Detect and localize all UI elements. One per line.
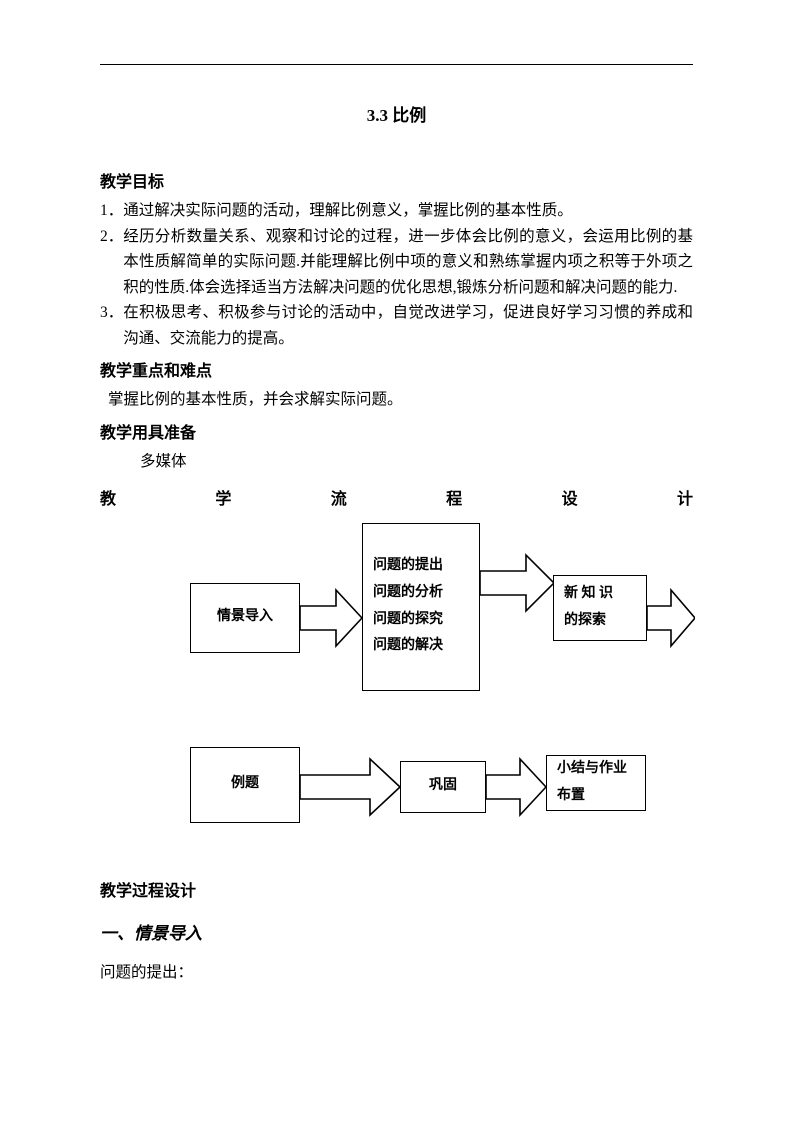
flow-node-line: 问题的解决: [373, 633, 469, 660]
flow-node-example: 例题: [190, 747, 300, 823]
flow-node-label: 巩固: [429, 773, 457, 800]
flow-node-problems: 问题的提出 问题的分析 问题的探究 问题的解决: [362, 523, 480, 691]
flow-node-label: 情景导入: [217, 604, 273, 631]
list-item: 1． 通过解决实际问题的活动，理解比例意义，掌握比例的基本性质。: [100, 198, 693, 224]
flow-node-line: 的探索: [564, 608, 636, 635]
list-item: 2． 经历分析数量关系、观察和讨论的过程，进一步体会比例的意义，会运用比例的基本…: [100, 224, 693, 301]
flow-node-line: 问题的提出: [373, 553, 469, 580]
flow-char: 计: [677, 485, 693, 509]
materials-body: 多媒体: [140, 449, 693, 475]
keypoints-heading: 教学重点和难点: [100, 357, 693, 381]
list-body: 经历分析数量关系、观察和讨论的过程，进一步体会比例的意义，会运用比例的基本性质解…: [123, 224, 693, 301]
flow-char: 程: [446, 485, 462, 509]
keypoints-body: 掌握比例的基本性质，并会求解实际问题。: [108, 387, 693, 413]
step1-line: 问题的提出：: [100, 960, 693, 982]
arrow-icon: [647, 588, 695, 648]
flow-node-explore: 新 知 识 的探索: [553, 575, 647, 641]
objectives-list: 1． 通过解决实际问题的活动，理解比例意义，掌握比例的基本性质。 2． 经历分析…: [100, 198, 693, 351]
arrow-icon: [300, 588, 362, 648]
step1-heading: 一、情景导入: [100, 919, 693, 944]
objectives-heading: 教学目标: [100, 168, 693, 192]
flow-node-line: 小结与作业: [557, 756, 635, 783]
list-item: 3． 在积极思考、积极参与讨论的活动中，自觉改进学习，促进良好学习习惯的养成和沟…: [100, 300, 693, 351]
flowchart-row-1: 情景导入 问题的提出 问题的分析 问题的探究 问题的解决 新 知 识 的探索: [100, 523, 693, 723]
flow-node-line: 问题的探究: [373, 607, 469, 634]
arrow-icon: [480, 553, 554, 613]
flow-node-line: 新 知 识: [564, 581, 636, 608]
list-body: 通过解决实际问题的活动，理解比例意义，掌握比例的基本性质。: [123, 198, 693, 224]
materials-heading: 教学用具准备: [100, 419, 693, 443]
flowchart-row-2: 例题 巩固 小结与作业 布置: [100, 737, 693, 857]
arrow-icon: [300, 757, 400, 817]
top-horizontal-rule: [100, 64, 693, 65]
list-number: 3．: [100, 300, 123, 351]
flow-char: 学: [215, 485, 231, 509]
flow-char: 流: [331, 485, 347, 509]
flow-node-line: 问题的分析: [373, 580, 469, 607]
page-title: 3.3 比例: [100, 101, 693, 126]
flow-node-summary: 小结与作业 布置: [546, 755, 646, 811]
list-number: 1．: [100, 198, 123, 224]
flow-char: 设: [562, 485, 578, 509]
flow-node-consolidate: 巩固: [400, 761, 486, 813]
arrow-icon: [486, 757, 546, 817]
list-number: 2．: [100, 224, 123, 301]
flow-design-heading: 教 学 流 程 设 计: [100, 485, 693, 509]
process-heading: 教学过程设计: [100, 877, 693, 901]
flow-node-label: 例题: [231, 771, 259, 798]
flow-node-line: 布置: [557, 783, 635, 810]
flow-char: 教: [100, 485, 116, 509]
flow-node-intro: 情景导入: [190, 583, 300, 653]
list-body: 在积极思考、积极参与讨论的活动中，自觉改进学习，促进良好学习习惯的养成和沟通、交…: [123, 300, 693, 351]
